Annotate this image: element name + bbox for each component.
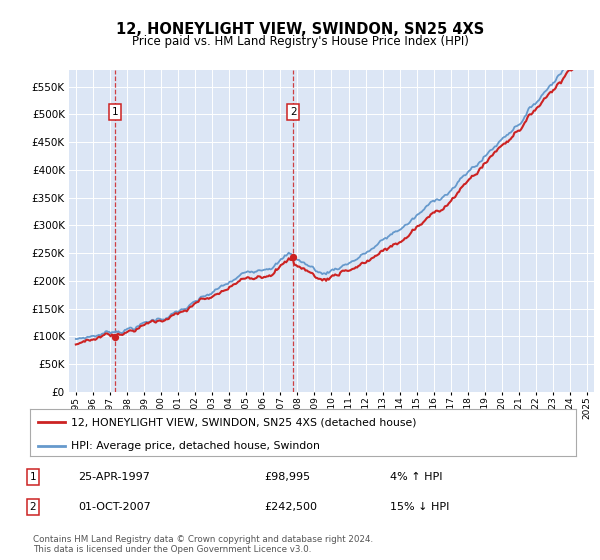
Point <box>110 333 120 342</box>
Text: HPI: Average price, detached house, Swindon: HPI: Average price, detached house, Swin… <box>71 441 320 451</box>
Text: 2: 2 <box>290 106 296 116</box>
Text: Contains HM Land Registry data © Crown copyright and database right 2024.
This d: Contains HM Land Registry data © Crown c… <box>33 535 373 554</box>
Text: 1: 1 <box>29 472 37 482</box>
Text: 4% ↑ HPI: 4% ↑ HPI <box>390 472 443 482</box>
Text: Price paid vs. HM Land Registry's House Price Index (HPI): Price paid vs. HM Land Registry's House … <box>131 35 469 48</box>
Text: £242,500: £242,500 <box>264 502 317 512</box>
Text: 15% ↓ HPI: 15% ↓ HPI <box>390 502 449 512</box>
Text: 12, HONEYLIGHT VIEW, SWINDON, SN25 4XS: 12, HONEYLIGHT VIEW, SWINDON, SN25 4XS <box>116 22 484 38</box>
Text: 1: 1 <box>112 106 119 116</box>
Text: 01-OCT-2007: 01-OCT-2007 <box>78 502 151 512</box>
Text: 2: 2 <box>29 502 37 512</box>
Text: 12, HONEYLIGHT VIEW, SWINDON, SN25 4XS (detached house): 12, HONEYLIGHT VIEW, SWINDON, SN25 4XS (… <box>71 417 416 427</box>
Text: £98,995: £98,995 <box>264 472 310 482</box>
Text: 25-APR-1997: 25-APR-1997 <box>78 472 150 482</box>
Point <box>289 253 298 262</box>
